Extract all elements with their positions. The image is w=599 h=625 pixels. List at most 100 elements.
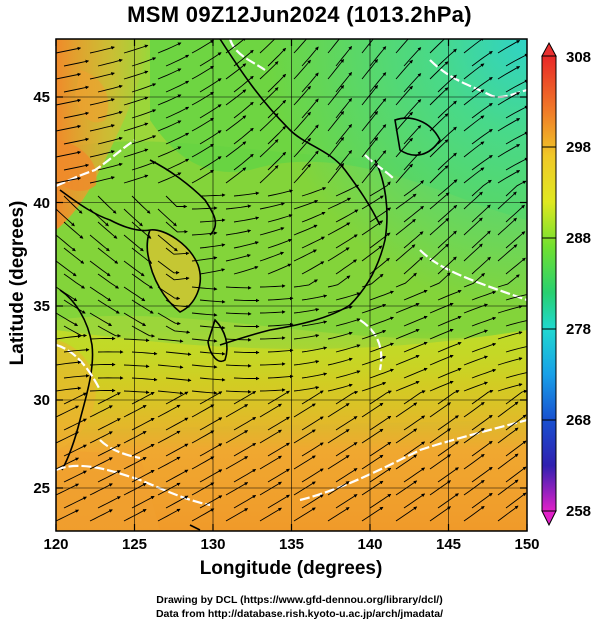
x-tick-label: 145 [436, 536, 461, 553]
wind-streamline [301, 46, 319, 67]
wind-streamline [327, 163, 345, 184]
wind-streamline [463, 355, 488, 366]
wind-streamline [233, 495, 257, 509]
wind-streamline [293, 59, 311, 80]
wind-streamline [63, 137, 90, 145]
wind-streamline [131, 135, 157, 145]
wind-streamline [267, 125, 287, 145]
wind-streamline [123, 457, 147, 470]
wind-streamline [463, 167, 485, 184]
wind-streamline [63, 85, 90, 93]
y-tick-label: 35 [33, 298, 50, 315]
wind-streamline [123, 208, 143, 227]
wind-streamline [335, 416, 358, 431]
wind-streamline [97, 136, 123, 145]
wind-streamline [301, 390, 324, 405]
wind-streamline [471, 179, 492, 197]
wind-streamline [131, 83, 157, 93]
wind-streamline [505, 414, 527, 431]
wind-streamline [327, 222, 351, 236]
wind-streamline [463, 191, 483, 210]
wind-streamline [369, 342, 394, 353]
wind-streamline [233, 191, 260, 197]
wind-streamline [131, 351, 158, 356]
wind-streamline [395, 428, 418, 444]
wind-streamline [429, 380, 454, 392]
wind-streamline [471, 77, 493, 93]
wind-streamline [97, 195, 117, 214]
wind-streamline [267, 151, 287, 171]
wind-streamline [97, 392, 121, 405]
wind-streamline [301, 261, 325, 275]
wind-streamline [429, 113, 449, 132]
wind-streamline [259, 388, 286, 392]
temperature-field [56, 39, 527, 531]
wind-streamline [225, 456, 249, 470]
wind-streamline [225, 430, 249, 444]
wind-streamline [157, 234, 178, 252]
wind-streamline [97, 110, 123, 119]
wind-streamline [429, 328, 454, 340]
wind-streamline [225, 390, 252, 394]
wind-streamline [233, 417, 257, 431]
wind-streamline [191, 169, 215, 184]
wind-streamline [293, 249, 317, 262]
wind-streamline [437, 315, 462, 327]
colorbar: 308 298 288 278 268 258 [541, 41, 591, 527]
wind-streamline [471, 155, 493, 171]
wind-streamline [267, 348, 294, 353]
wind-streamline [293, 307, 320, 314]
wind-streamline [97, 58, 123, 67]
wind-streamline [327, 59, 345, 80]
wind-streamline [463, 401, 485, 418]
wind-streamline [56, 386, 82, 392]
wind-streamline [301, 72, 319, 93]
wind-streamline [335, 98, 352, 119]
wind-streamline [199, 193, 226, 197]
wind-streamline [225, 204, 252, 210]
wind-streamline [123, 405, 147, 418]
wind-streamline [327, 331, 353, 340]
colorbar-lower-arrow [541, 510, 557, 527]
x-tick-label: 120 [43, 536, 68, 553]
wind-streamline [56, 208, 75, 227]
wind-streamline [471, 492, 493, 509]
wind-streamline [97, 470, 121, 483]
wind-streamline [471, 204, 491, 223]
wind-streamline [429, 165, 449, 184]
colorbar-label: 298 [566, 139, 591, 156]
wind-streamline [259, 251, 285, 262]
wind-streamline [437, 205, 458, 223]
wind-streamline [56, 457, 80, 470]
wind-streamline [259, 87, 279, 106]
wind-streamline [191, 117, 215, 132]
wind-streamline [56, 286, 78, 302]
wind-streamline [497, 479, 519, 496]
wind-streamline [165, 351, 192, 356]
wind-streamline [301, 416, 324, 431]
wind-streamline [267, 73, 287, 93]
wind-streamline [97, 84, 123, 93]
wind-streamline [335, 442, 358, 457]
wind-streamline [225, 312, 252, 316]
wind-streamline [505, 318, 527, 327]
wind-streamline [301, 187, 327, 197]
wind-streamline [233, 75, 254, 93]
wind-streamline [267, 390, 290, 405]
wind-streamline [471, 414, 493, 431]
wind-streamline [233, 324, 260, 329]
wind-streamline [369, 493, 392, 509]
wind-streamline [369, 150, 387, 171]
wind-streamline [267, 468, 290, 483]
wind-streamline [157, 260, 180, 275]
wind-streamline [89, 431, 113, 444]
wind-streamline [293, 224, 318, 236]
wind-streamline [225, 404, 249, 418]
wind-streamline [301, 346, 328, 353]
wind-streamline [403, 315, 428, 327]
wind-streamline [157, 172, 182, 184]
wind-streamline [89, 176, 115, 184]
wind-streamline [63, 59, 90, 67]
wind-streamline [403, 467, 426, 483]
wind-streamline [233, 469, 257, 483]
